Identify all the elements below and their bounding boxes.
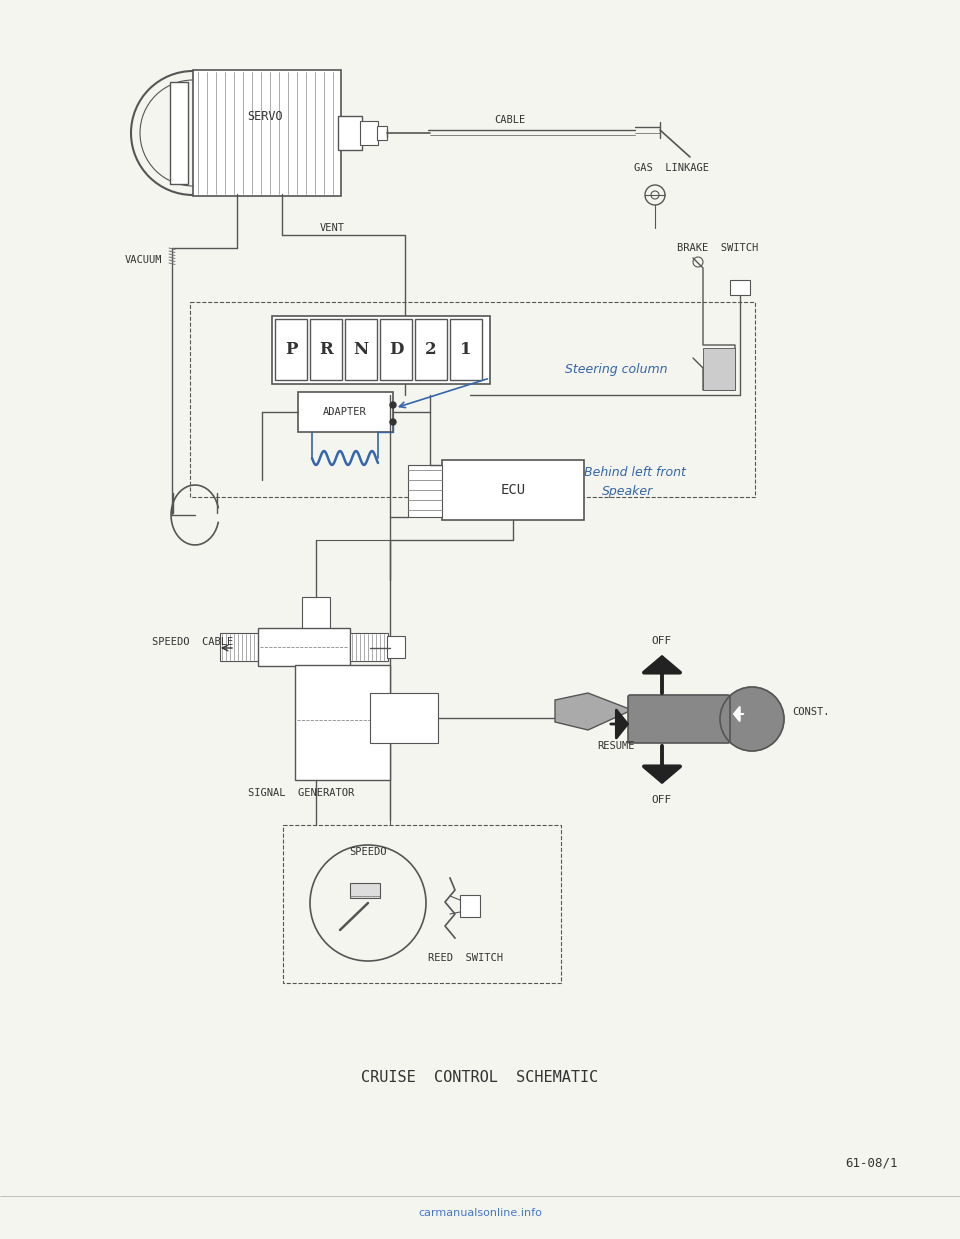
Bar — [442, 460, 584, 520]
Text: ADAPTER: ADAPTER — [324, 406, 367, 418]
Text: Steering column: Steering column — [565, 363, 667, 377]
Bar — [377, 126, 387, 140]
Text: CABLE: CABLE — [494, 115, 526, 125]
Text: D: D — [389, 341, 403, 358]
Bar — [283, 825, 561, 983]
Polygon shape — [555, 693, 632, 730]
Text: carmanualsonline.info: carmanualsonline.info — [418, 1208, 542, 1218]
Text: SIGNAL  GENERATOR: SIGNAL GENERATOR — [248, 788, 354, 798]
Circle shape — [390, 401, 396, 408]
Text: CRUISE  CONTROL  SCHEMATIC: CRUISE CONTROL SCHEMATIC — [361, 1070, 599, 1085]
Bar — [298, 392, 393, 432]
Text: Speaker: Speaker — [602, 486, 654, 498]
Text: Behind left front: Behind left front — [584, 466, 686, 478]
Bar — [415, 318, 447, 380]
Bar — [302, 597, 330, 636]
Text: SERVO: SERVO — [247, 109, 283, 123]
Text: OFF: OFF — [652, 795, 672, 805]
Text: N: N — [353, 341, 369, 358]
Text: SPEEDO: SPEEDO — [349, 847, 387, 857]
Bar — [380, 318, 412, 380]
Bar — [387, 636, 405, 658]
Text: BRAKE  SWITCH: BRAKE SWITCH — [678, 243, 758, 253]
Circle shape — [390, 419, 396, 425]
FancyBboxPatch shape — [628, 695, 730, 743]
Bar — [350, 633, 388, 660]
Bar — [170, 82, 188, 185]
Circle shape — [720, 686, 784, 751]
Bar — [450, 318, 482, 380]
Text: 61-08/1: 61-08/1 — [846, 1156, 899, 1170]
Bar — [272, 316, 490, 384]
Text: RESUME: RESUME — [597, 741, 635, 751]
Text: P: P — [285, 341, 298, 358]
Text: SPEEDO  CABLE: SPEEDO CABLE — [152, 637, 233, 647]
Bar — [730, 280, 750, 295]
Bar — [190, 302, 755, 497]
Text: OFF: OFF — [652, 636, 672, 646]
Text: VENT: VENT — [320, 223, 345, 233]
Text: 2: 2 — [425, 341, 437, 358]
Bar — [408, 465, 442, 517]
Bar — [193, 69, 341, 196]
Text: CONST.: CONST. — [792, 707, 829, 717]
Bar — [360, 121, 378, 145]
Bar — [258, 628, 350, 667]
Bar — [220, 633, 260, 660]
Bar — [338, 116, 362, 150]
Bar — [275, 318, 307, 380]
Text: ECU: ECU — [500, 483, 525, 497]
Bar — [703, 348, 735, 390]
Text: VACUUM: VACUUM — [125, 255, 162, 265]
Bar — [345, 318, 377, 380]
Text: GAS  LINKAGE: GAS LINKAGE — [635, 164, 709, 173]
Text: REED  SWITCH: REED SWITCH — [427, 953, 502, 963]
Text: R: R — [319, 341, 333, 358]
Bar — [350, 883, 380, 898]
Text: 1: 1 — [460, 341, 471, 358]
Bar — [460, 895, 480, 917]
Bar — [295, 665, 390, 781]
Bar — [370, 693, 438, 743]
Bar — [310, 318, 342, 380]
